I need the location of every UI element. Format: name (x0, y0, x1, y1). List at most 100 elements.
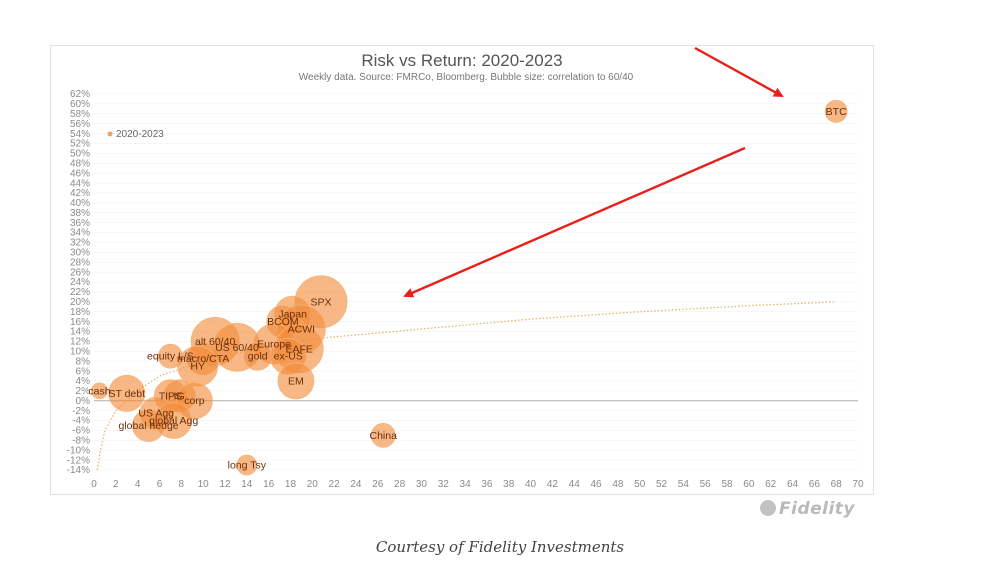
bubble-label: Japan (278, 309, 307, 321)
x-tick-label: 70 (852, 479, 864, 490)
bubble-em (277, 362, 315, 400)
logo-mark-icon (760, 500, 776, 516)
bubble-label: EM (288, 375, 304, 387)
bubble-label: TIPS (159, 390, 182, 402)
x-tick-label: 26 (372, 479, 384, 490)
x-tick-label: 32 (438, 479, 450, 490)
bubble-label: ex-US (274, 351, 303, 363)
fidelity-logo: Fidelity (760, 499, 855, 519)
bubble-label: US 60/40 (215, 342, 259, 354)
y-tick-label: 22% (70, 287, 90, 298)
y-tick-label: 38% (70, 208, 90, 219)
x-tick-label: 64 (787, 479, 799, 490)
y-tick-label: 48% (70, 158, 90, 169)
x-tick-label: 50 (634, 479, 646, 490)
y-tick-label: -10% (67, 445, 90, 456)
y-tick-label: 12% (70, 337, 90, 348)
bubble-label: cash (88, 385, 110, 397)
y-tick-label: 52% (70, 139, 90, 150)
annotation-arrows (403, 46, 784, 298)
bubble-china (370, 422, 396, 448)
x-tick-label: 48 (612, 479, 624, 490)
y-tick-label: 40% (70, 198, 90, 209)
x-tick-label: 46 (590, 479, 602, 490)
y-tick-label: 28% (70, 257, 90, 268)
bubble-st-debt (108, 374, 146, 412)
x-tick-label: 0 (91, 479, 97, 490)
bubble-label: China (370, 430, 398, 442)
bubble-label: SPX (311, 296, 332, 308)
x-tick-label: 22 (329, 479, 341, 490)
y-tick-label: 20% (70, 297, 90, 308)
bubble-label: HY (190, 361, 205, 373)
x-tick-label: 2 (113, 479, 119, 490)
x-tick-label: 10 (198, 479, 210, 490)
x-tick-label: 30 (416, 479, 428, 490)
x-tick-label: 56 (700, 479, 712, 490)
legend-label: 2020-2023 (116, 129, 164, 140)
legend-marker (107, 131, 113, 137)
x-tick-label: 42 (547, 479, 559, 490)
bubble-label: ACWI (288, 324, 315, 336)
chart-title: Risk vs Return: 2020-2023 (361, 51, 562, 70)
y-tick-label: -14% (67, 465, 90, 476)
x-tick-label: 36 (481, 479, 493, 490)
y-tick-label: 30% (70, 248, 90, 259)
bubble-label: equity L/S (147, 351, 194, 363)
bubble-label: BTC (826, 106, 847, 118)
x-tick-label: 44 (569, 479, 581, 490)
bubble-label: alt 60/40 (195, 336, 235, 348)
y-tick-label: 26% (70, 267, 90, 278)
x-tick-label: 24 (350, 479, 362, 490)
y-tick-label: 46% (70, 168, 90, 179)
image-caption: Courtesy of Fidelity Investments (375, 538, 625, 556)
bubble-label: gold (248, 351, 268, 363)
logo-text: Fidelity (779, 499, 856, 519)
y-tick-label: 18% (70, 307, 90, 318)
y-tick-label: 32% (70, 238, 90, 249)
y-tick-label: -12% (67, 455, 90, 466)
x-tick-label: 66 (809, 479, 821, 490)
y-tick-label: 2% (76, 386, 91, 397)
bubble-label: EAFE (285, 343, 312, 355)
x-tick-label: 16 (263, 479, 275, 490)
x-tick-label: 8 (179, 479, 185, 490)
bubble-label: BCOM (267, 316, 299, 328)
x-tick-label: 12 (219, 479, 231, 490)
chart-subtitle: Weekly data. Source: FMRCo, Bloomberg. B… (299, 72, 634, 83)
y-tick-label: -8% (72, 436, 90, 447)
bubble-label: global Agg (149, 415, 198, 427)
y-tick-label: 6% (76, 366, 91, 377)
x-tick-label: 62 (765, 479, 777, 490)
grid (94, 93, 858, 471)
y-tick-label: 10% (70, 346, 90, 357)
bubble-label: US Agg (138, 408, 174, 420)
x-tick-label: 4 (135, 479, 141, 490)
x-tick-label: 28 (394, 479, 406, 490)
y-tick-label: 56% (70, 119, 90, 130)
x-tick-label: 68 (831, 479, 843, 490)
bubble-label: macro/CTA (177, 353, 229, 365)
y-tick-label: 0% (76, 396, 91, 407)
y-tick-label: 14% (70, 327, 90, 338)
axes: 62%60%58%56%54%52%50%48%46%44%42%40%38%3… (67, 89, 864, 490)
y-tick-label: 16% (70, 317, 90, 328)
y-tick-label: -6% (72, 426, 90, 437)
x-tick-label: 40 (525, 479, 537, 490)
bubble-long-tsy (236, 454, 258, 476)
y-tick-label: 42% (70, 188, 90, 199)
x-tick-label: 6 (157, 479, 163, 490)
y-tick-label: 58% (70, 109, 90, 120)
bubble-label: long Tsy (228, 460, 267, 472)
x-tick-label: 58 (721, 479, 733, 490)
x-tick-label: 52 (656, 479, 668, 490)
bubbles (91, 99, 848, 476)
x-tick-label: 14 (241, 479, 253, 490)
x-tick-label: 38 (503, 479, 515, 490)
x-tick-label: 34 (460, 479, 472, 490)
arrow-to-trend (403, 146, 746, 298)
bubble-global-hedge (132, 409, 165, 442)
bubble-label: IG (174, 390, 185, 402)
y-tick-label: 34% (70, 228, 90, 239)
